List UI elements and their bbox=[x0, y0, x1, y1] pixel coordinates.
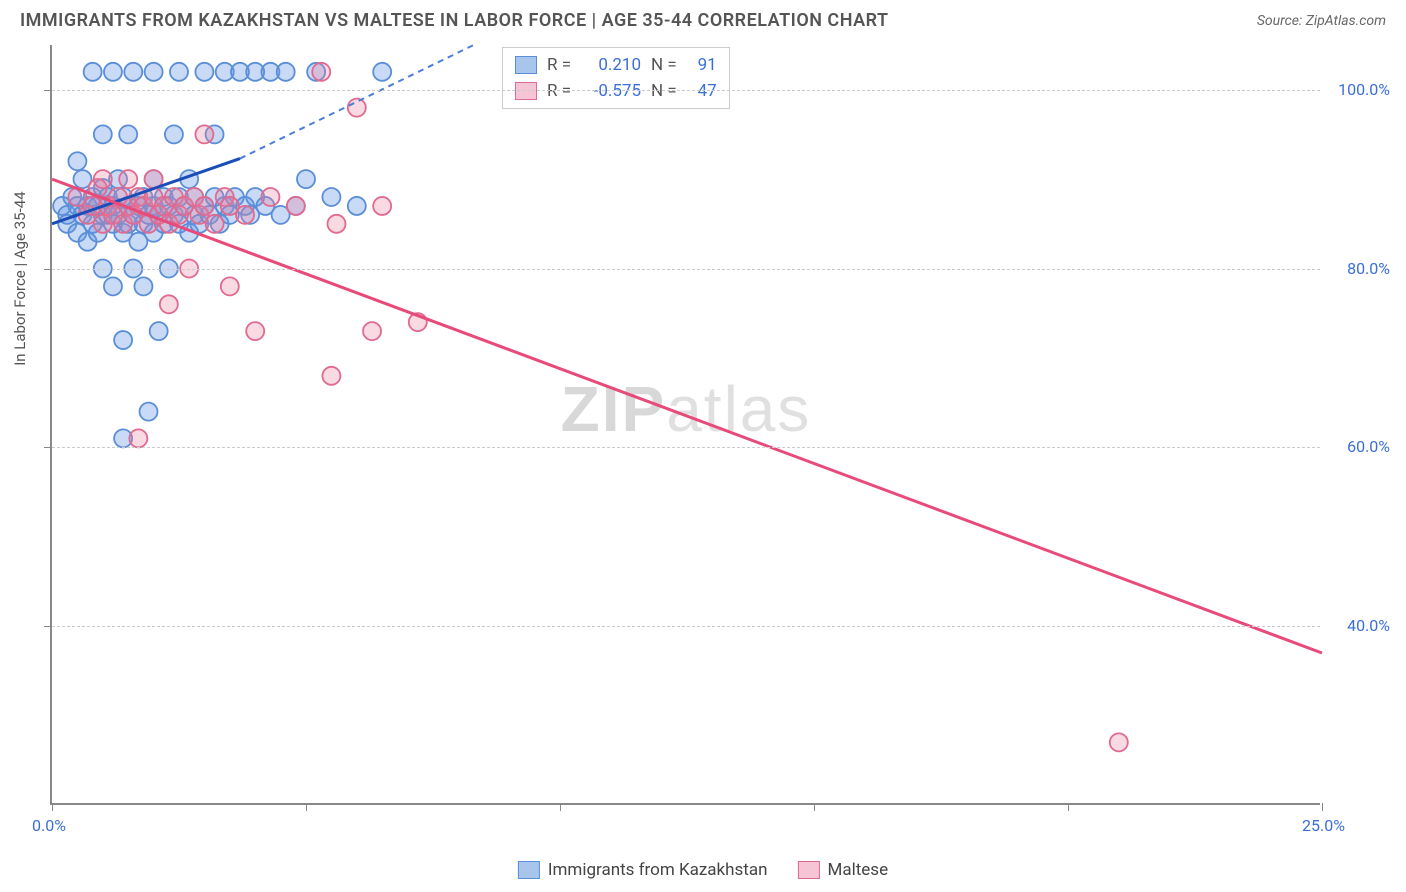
n-value-1: 91 bbox=[687, 52, 717, 78]
scatter-point bbox=[195, 197, 213, 215]
correlation-row-2: R = -0.575 N = 47 bbox=[515, 78, 717, 104]
tick-x bbox=[52, 803, 53, 811]
scatter-point bbox=[297, 170, 315, 188]
chart-title: IMMIGRANTS FROM KAZAKHSTAN VS MALTESE IN… bbox=[20, 10, 889, 31]
scatter-point bbox=[84, 63, 102, 81]
swatch-series-2 bbox=[515, 82, 537, 100]
tick-x bbox=[1322, 803, 1323, 811]
tick-x bbox=[1068, 803, 1069, 811]
scatter-point bbox=[322, 367, 340, 385]
y-axis-label: In Labor Force | Age 35-44 bbox=[11, 191, 29, 365]
legend-label-1: Immigrants from Kazakhstan bbox=[548, 860, 768, 880]
tick-y bbox=[44, 447, 52, 448]
y-tick-label: 100.0% bbox=[1338, 80, 1390, 99]
swatch-series-1 bbox=[515, 56, 537, 74]
scatter-point bbox=[322, 188, 340, 206]
legend-label-2: Maltese bbox=[828, 860, 889, 880]
plot-area: ZIPatlas R = 0.210 N = 91 R = -0.575 N =… bbox=[50, 45, 1320, 805]
y-tick-label: 40.0% bbox=[1347, 616, 1390, 635]
scatter-point bbox=[363, 322, 381, 340]
scatter-point bbox=[114, 331, 132, 349]
tick-y bbox=[44, 269, 52, 270]
scatter-point bbox=[140, 403, 158, 421]
source-label: Source: bbox=[1257, 13, 1302, 29]
tick-y bbox=[44, 90, 52, 91]
scatter-point bbox=[348, 99, 366, 117]
scatter-point bbox=[195, 63, 213, 81]
scatter-point bbox=[206, 215, 224, 233]
x-tick-label: 25.0% bbox=[1302, 816, 1345, 835]
scatter-point bbox=[221, 277, 239, 295]
scatter-point bbox=[165, 125, 183, 143]
trend-line bbox=[52, 179, 1322, 653]
gridline-h bbox=[52, 90, 1320, 91]
correlation-legend: R = 0.210 N = 91 R = -0.575 N = 47 bbox=[502, 47, 730, 109]
scatter-point bbox=[277, 63, 295, 81]
scatter-point bbox=[119, 170, 137, 188]
scatter-point bbox=[124, 63, 142, 81]
scatter-point bbox=[94, 125, 112, 143]
r-value-1: 0.210 bbox=[581, 52, 641, 78]
n-label-2: N = bbox=[651, 78, 677, 104]
source-credit: Source: ZipAtlas.com bbox=[1257, 13, 1386, 29]
scatter-point bbox=[170, 63, 188, 81]
scatter-point bbox=[261, 188, 279, 206]
title-bar: IMMIGRANTS FROM KAZAKHSTAN VS MALTESE IN… bbox=[0, 0, 1406, 39]
scatter-point bbox=[373, 197, 391, 215]
scatter-point bbox=[348, 197, 366, 215]
source-value: ZipAtlas.com bbox=[1306, 13, 1386, 29]
legend-item-1: Immigrants from Kazakhstan bbox=[518, 860, 768, 880]
n-label-1: N = bbox=[651, 52, 677, 78]
r-value-2: -0.575 bbox=[581, 78, 641, 104]
n-value-2: 47 bbox=[687, 78, 717, 104]
r-label-2: R = bbox=[547, 78, 571, 104]
scatter-point bbox=[195, 125, 213, 143]
x-tick-label: 0.0% bbox=[32, 816, 66, 835]
gridline-h bbox=[52, 626, 1320, 627]
gridline-h bbox=[52, 269, 1320, 270]
scatter-point bbox=[1110, 733, 1128, 751]
scatter-point bbox=[246, 322, 264, 340]
y-tick-label: 80.0% bbox=[1347, 259, 1390, 278]
scatter-point bbox=[327, 215, 345, 233]
tick-x bbox=[814, 803, 815, 811]
scatter-point bbox=[94, 170, 112, 188]
scatter-point bbox=[236, 206, 254, 224]
tick-x bbox=[306, 803, 307, 811]
legend-swatch-2 bbox=[798, 861, 820, 879]
correlation-row-1: R = 0.210 N = 91 bbox=[515, 52, 717, 78]
scatter-point bbox=[104, 63, 122, 81]
y-tick-label: 60.0% bbox=[1347, 437, 1390, 456]
chart-container: ZIPatlas R = 0.210 N = 91 R = -0.575 N =… bbox=[50, 45, 1386, 842]
scatter-point bbox=[160, 295, 178, 313]
scatter-point bbox=[287, 197, 305, 215]
gridline-h bbox=[52, 447, 1320, 448]
scatter-point bbox=[373, 63, 391, 81]
scatter-point bbox=[150, 322, 168, 340]
plot-svg bbox=[52, 45, 1322, 805]
scatter-point bbox=[312, 63, 330, 81]
legend-swatch-1 bbox=[518, 861, 540, 879]
scatter-point bbox=[68, 152, 86, 170]
scatter-point bbox=[129, 429, 147, 447]
legend-item-2: Maltese bbox=[798, 860, 889, 880]
scatter-point bbox=[145, 63, 163, 81]
tick-x bbox=[560, 803, 561, 811]
scatter-point bbox=[119, 125, 137, 143]
scatter-point bbox=[134, 277, 152, 295]
tick-y bbox=[44, 626, 52, 627]
series-legend: Immigrants from Kazakhstan Maltese bbox=[518, 860, 888, 880]
r-label-1: R = bbox=[547, 52, 571, 78]
scatter-point bbox=[104, 277, 122, 295]
